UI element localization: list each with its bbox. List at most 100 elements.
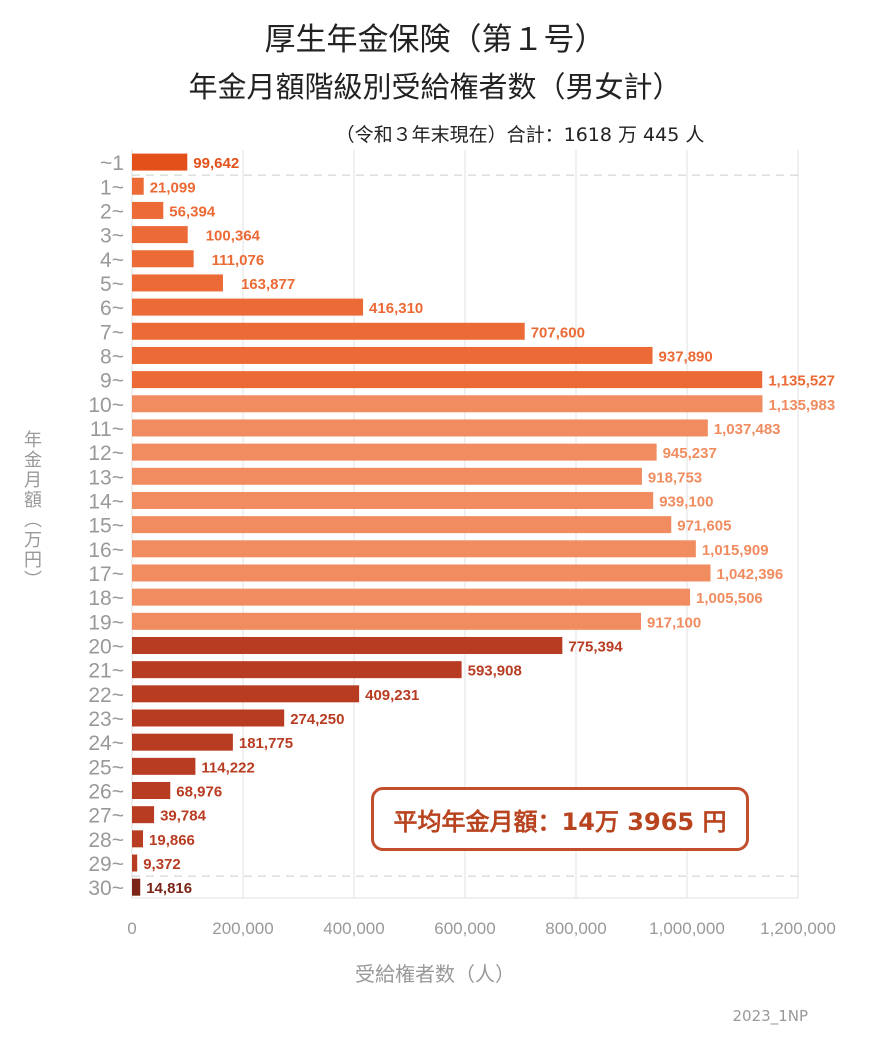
bar-8~ <box>132 346 653 364</box>
data-label: 917,100 <box>647 614 701 631</box>
chart-note: （令和３年末現在）合計：1618 万 445 人 <box>335 124 705 146</box>
bar-12~ <box>132 443 657 461</box>
bar-4~ <box>132 250 194 268</box>
average-annotation: 平均年金月額：14万 3965 円 <box>371 787 749 851</box>
data-label: 68,976 <box>176 784 222 801</box>
bar-17~ <box>132 564 711 582</box>
bar-5~ <box>132 274 223 292</box>
y-tick-label: 10~ <box>88 394 124 417</box>
y-tick-label: 14~ <box>88 490 124 513</box>
y-tick-label: 18~ <box>88 587 124 610</box>
y-tick-label: 19~ <box>88 611 124 634</box>
y-tick-label: 11~ <box>90 418 124 441</box>
bar-19~ <box>132 612 641 630</box>
y-tick-label: 20~ <box>88 635 124 658</box>
data-label: 21,099 <box>150 179 196 196</box>
bar-27~ <box>132 806 155 824</box>
x-tick-label: 600,000 <box>434 919 495 938</box>
data-label: 181,775 <box>239 735 293 752</box>
y-tick-label: 3~ <box>100 225 124 248</box>
credit: 2023_1NP <box>732 1007 808 1025</box>
bar-~1 <box>132 153 188 171</box>
x-tick-label: 200,000 <box>212 919 273 938</box>
y-tick-label: 24~ <box>88 732 124 755</box>
bar-22~ <box>132 685 360 703</box>
x-axis-label: 受給権者数（人） <box>355 962 515 986</box>
data-label: 56,394 <box>169 203 216 220</box>
y-tick-label: 9~ <box>100 370 124 393</box>
chart-subtitle: 年金月額階級別受給権者数（男女計） <box>188 70 682 104</box>
y-tick-label: 25~ <box>88 756 124 779</box>
y-tick-label: 27~ <box>88 805 124 828</box>
x-tick-label: 800,000 <box>545 919 606 938</box>
chart-title: 厚生年金保険（第１号） <box>264 22 606 58</box>
x-tick-label: 1,200,000 <box>760 919 836 938</box>
data-label: 775,394 <box>568 638 623 655</box>
y-tick-label: 6~ <box>100 297 124 320</box>
y-tick-label: 29~ <box>88 853 124 876</box>
bar-20~ <box>132 636 563 654</box>
data-label: 939,100 <box>659 493 713 510</box>
bar-18~ <box>132 588 691 606</box>
y-tick-label: 30~ <box>88 877 124 900</box>
bar-10~ <box>132 395 763 413</box>
y-tick-label: 5~ <box>100 273 124 296</box>
data-label: 14,816 <box>146 880 192 897</box>
data-label: 100,364 <box>206 228 261 245</box>
y-tick-label: ~1 <box>100 152 124 175</box>
data-label: 111,076 <box>212 252 265 269</box>
y-axis-label: 年金月額（万円） <box>21 430 42 590</box>
data-label: 99,642 <box>193 155 239 172</box>
bar-6~ <box>132 298 364 316</box>
bar-26~ <box>132 782 171 800</box>
bar-16~ <box>132 540 696 558</box>
y-tick-label: 12~ <box>88 442 124 465</box>
bar-25~ <box>132 757 196 775</box>
bar-23~ <box>132 709 285 727</box>
y-tick-label: 8~ <box>100 345 124 368</box>
bar-11~ <box>132 419 708 437</box>
bar-30~ <box>132 878 141 896</box>
data-label: 971,605 <box>677 518 731 535</box>
data-label: 114,222 <box>201 759 254 776</box>
y-tick-label: 17~ <box>88 563 124 586</box>
y-tick-label: 15~ <box>88 515 124 538</box>
y-tick-label: 26~ <box>88 781 124 804</box>
bar-14~ <box>132 491 654 509</box>
bar-2~ <box>132 201 164 219</box>
y-tick-label: 23~ <box>88 708 124 731</box>
data-label: 163,877 <box>241 276 295 293</box>
x-tick-label: 0 <box>127 919 136 938</box>
data-label: 1,005,506 <box>696 590 763 607</box>
data-label: 1,015,909 <box>702 542 769 559</box>
bar-21~ <box>132 661 462 679</box>
data-label: 1,037,483 <box>714 421 781 438</box>
y-tick-label: 2~ <box>100 200 124 223</box>
data-label: 707,600 <box>531 324 585 341</box>
bar-3~ <box>132 226 188 244</box>
data-label: 918,753 <box>648 469 702 486</box>
data-label: 409,231 <box>365 687 419 704</box>
data-label: 19,866 <box>149 832 195 849</box>
bar-7~ <box>132 322 525 340</box>
y-tick-label: 7~ <box>100 321 124 344</box>
data-label: 937,890 <box>659 348 713 365</box>
data-label: 593,908 <box>468 663 522 680</box>
bar-24~ <box>132 733 233 751</box>
bar-28~ <box>132 830 144 848</box>
data-label: 9,372 <box>143 856 181 873</box>
bar-29~ <box>132 854 138 872</box>
x-tick-label: 1,000,000 <box>649 919 725 938</box>
data-label: 39,784 <box>160 808 207 825</box>
data-label: 945,237 <box>663 445 717 462</box>
x-tick-label: 400,000 <box>323 919 384 938</box>
y-tick-label: 13~ <box>88 466 124 489</box>
data-label: 1,135,527 <box>768 373 835 390</box>
data-label: 416,310 <box>369 300 423 317</box>
data-label: 274,250 <box>290 711 344 728</box>
y-tick-label: 4~ <box>100 249 124 272</box>
bar-15~ <box>132 516 672 534</box>
data-label: 1,135,983 <box>768 397 835 414</box>
y-tick-label: 21~ <box>88 660 124 683</box>
